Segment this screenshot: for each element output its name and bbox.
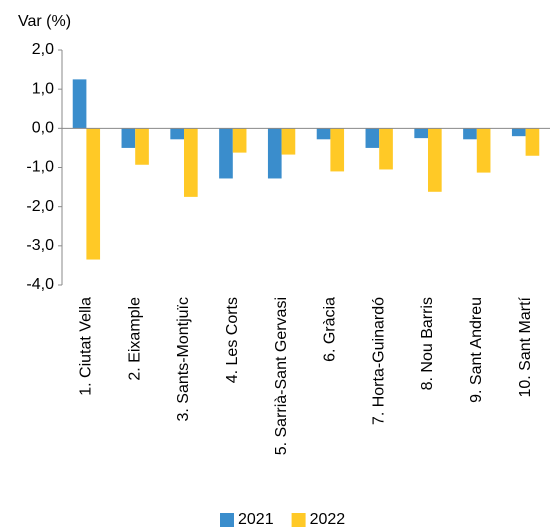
y-tick-label: -1,0 <box>26 159 54 176</box>
bar <box>281 128 296 155</box>
x-tick-label: 2. Eixample <box>126 297 143 381</box>
x-tick-label: 5. Sarrià-Sant Gervasi <box>273 297 290 455</box>
bar <box>219 128 233 179</box>
x-tick-label: 3. Sants-Montjuïc <box>175 297 192 422</box>
x-tick-label: 4. Les Corts <box>224 297 241 383</box>
bar <box>428 128 442 192</box>
legend-swatch <box>291 513 306 527</box>
y-tick-label: -4,0 <box>26 276 54 293</box>
bar <box>525 128 540 156</box>
y-tick-label: 1,0 <box>32 80 54 97</box>
bar <box>86 128 101 260</box>
bar <box>232 128 247 153</box>
y-tick-label: -2,0 <box>26 198 54 215</box>
bar <box>414 128 428 139</box>
x-tick-label: 10. Sant Martí <box>517 296 534 397</box>
bar <box>72 79 87 129</box>
legend-label: 2022 <box>310 511 346 528</box>
bar <box>330 128 345 172</box>
y-tick-label: -3,0 <box>26 237 54 254</box>
x-tick-label: 7. Horta-Guinardó <box>370 297 387 425</box>
y-axis-title: Var (%) <box>18 13 71 30</box>
bar <box>379 128 393 170</box>
legend-swatch <box>220 513 234 527</box>
bar <box>316 128 331 140</box>
bar <box>511 128 526 137</box>
bar <box>170 128 184 140</box>
x-tick-label: 9. Sant Andreu <box>468 297 485 403</box>
bar <box>476 128 491 173</box>
bar <box>135 128 149 165</box>
bar <box>463 128 477 140</box>
x-tick-label: 8. Nou Barris <box>419 297 436 390</box>
y-tick-label: 0,0 <box>32 120 54 137</box>
x-tick-label: 6. Gràcia <box>322 297 339 362</box>
bar <box>267 128 282 179</box>
y-tick-label: 2,0 <box>32 41 54 58</box>
bar <box>184 128 198 197</box>
bar <box>121 128 136 148</box>
bar <box>365 128 380 148</box>
x-tick-label: 1. Ciutat Vella <box>78 297 95 396</box>
legend-label: 2021 <box>238 511 274 528</box>
